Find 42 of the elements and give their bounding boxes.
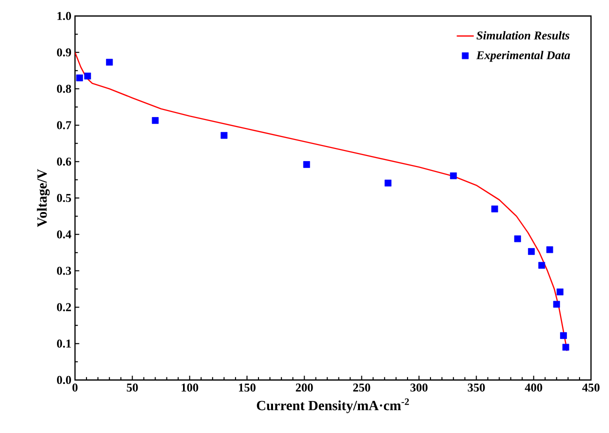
y-tick-label: 0.8: [56, 84, 72, 93]
y-tick-label: 0.7: [56, 121, 72, 130]
x-tick-label: 250: [353, 384, 370, 392]
legend-label: Simulation Results: [476, 31, 570, 40]
point: [546, 246, 554, 254]
point: [152, 117, 159, 124]
point: [220, 132, 228, 139]
x-tick-label: 100: [182, 384, 198, 392]
point: [84, 72, 91, 80]
point: [514, 235, 521, 242]
x-tick-label: 200: [296, 384, 313, 392]
point: [560, 332, 567, 339]
y-tick-label: 0.5: [56, 194, 72, 202]
y-tick-label: 0.4: [56, 230, 72, 238]
y-tick-label: 0.6: [56, 158, 72, 166]
point: [384, 180, 392, 186]
point: [538, 262, 546, 269]
x-tick-label: 0: [72, 384, 78, 392]
point: [491, 206, 498, 212]
y-tick-label: 0.0: [56, 376, 72, 384]
y-tick-label: 0.2: [56, 303, 71, 312]
y-tick-label: 0.3: [56, 266, 72, 275]
point: [556, 288, 564, 296]
x-tick-label: 450: [582, 384, 600, 392]
x-tick-label: 150: [238, 384, 256, 392]
y-tick-label: 0.9: [56, 48, 72, 56]
point: [303, 161, 310, 168]
x-tick-label: 400: [524, 384, 542, 392]
point: [528, 248, 535, 255]
point: [553, 300, 560, 308]
point: [76, 74, 83, 82]
x-tick-label: 300: [410, 384, 428, 392]
y-axis-title: Voltage/V: [36, 168, 50, 228]
x-axis-title: Current Density/mA·cm$^{-2}$: [256, 398, 409, 414]
legend-label: Experimental Data: [476, 50, 570, 62]
point: [106, 58, 113, 66]
point: [562, 344, 570, 351]
x-tick-label: 50: [126, 384, 138, 392]
x-tick-label: 350: [468, 384, 485, 392]
point: [450, 172, 457, 180]
y-tick-label: 0.1: [56, 340, 71, 348]
y-tick-label: 1.0: [57, 12, 72, 20]
